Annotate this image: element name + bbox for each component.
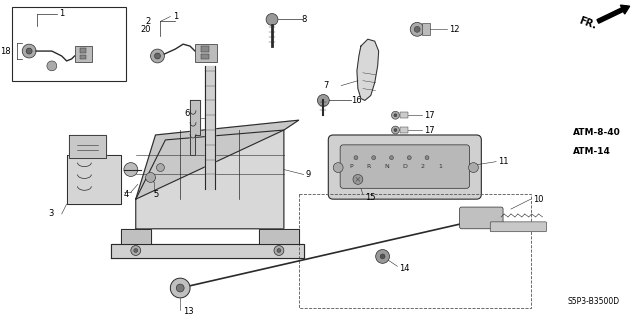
Text: FR.: FR. — [577, 16, 598, 31]
Text: 9: 9 — [305, 170, 311, 179]
Circle shape — [317, 94, 330, 106]
Text: 17: 17 — [424, 126, 435, 135]
Circle shape — [170, 278, 190, 298]
Circle shape — [407, 156, 412, 160]
Text: 15: 15 — [365, 193, 375, 202]
Bar — [201, 54, 209, 59]
Circle shape — [354, 156, 358, 160]
Text: 2: 2 — [145, 17, 150, 26]
Polygon shape — [111, 244, 303, 258]
Polygon shape — [121, 229, 150, 244]
Circle shape — [394, 129, 397, 131]
Circle shape — [380, 254, 385, 259]
Circle shape — [394, 114, 397, 117]
Text: 17: 17 — [424, 111, 435, 120]
Circle shape — [468, 163, 478, 173]
Bar — [81, 48, 86, 53]
Text: D: D — [402, 164, 407, 169]
Text: 10: 10 — [532, 195, 543, 204]
Circle shape — [22, 44, 36, 58]
Text: 14: 14 — [399, 264, 410, 273]
Polygon shape — [190, 100, 200, 155]
Circle shape — [376, 249, 390, 263]
Circle shape — [157, 164, 164, 172]
Text: 2: 2 — [420, 164, 424, 169]
Polygon shape — [136, 130, 284, 229]
Circle shape — [150, 49, 164, 63]
Circle shape — [425, 156, 429, 160]
Text: 3: 3 — [49, 210, 54, 219]
Circle shape — [146, 173, 156, 182]
Circle shape — [124, 163, 138, 176]
Text: ATM-14: ATM-14 — [573, 147, 611, 156]
Circle shape — [274, 246, 284, 256]
Polygon shape — [357, 39, 379, 100]
Bar — [299, 194, 531, 308]
Circle shape — [392, 111, 399, 119]
FancyBboxPatch shape — [460, 207, 503, 229]
Text: 1: 1 — [438, 164, 442, 169]
Text: 6: 6 — [185, 109, 190, 118]
Circle shape — [26, 48, 32, 54]
Circle shape — [176, 284, 184, 292]
Circle shape — [414, 26, 420, 32]
Polygon shape — [259, 229, 299, 244]
Bar — [401, 127, 408, 133]
Circle shape — [277, 249, 281, 252]
Text: P: P — [349, 164, 353, 169]
Text: 1: 1 — [173, 12, 179, 21]
Text: 12: 12 — [449, 25, 460, 34]
Circle shape — [333, 163, 343, 173]
Polygon shape — [68, 135, 106, 158]
Text: 7: 7 — [323, 81, 328, 90]
FancyBboxPatch shape — [328, 135, 481, 199]
Circle shape — [154, 53, 161, 59]
Polygon shape — [67, 155, 121, 204]
Bar — [401, 112, 408, 118]
Bar — [81, 55, 86, 59]
Text: N: N — [384, 164, 389, 169]
Circle shape — [372, 156, 376, 160]
Text: 16: 16 — [351, 96, 362, 105]
Bar — [195, 44, 217, 62]
FancyArrow shape — [597, 5, 630, 23]
Text: 13: 13 — [183, 307, 194, 316]
Bar — [422, 23, 430, 35]
Text: 11: 11 — [498, 157, 509, 166]
Polygon shape — [136, 120, 299, 199]
Text: 20: 20 — [140, 25, 150, 34]
Circle shape — [392, 126, 399, 134]
FancyBboxPatch shape — [490, 222, 547, 232]
Polygon shape — [205, 66, 215, 189]
Text: 1: 1 — [59, 9, 64, 18]
Bar — [201, 46, 209, 52]
Circle shape — [390, 156, 394, 160]
Circle shape — [353, 174, 363, 184]
Circle shape — [134, 249, 138, 252]
Circle shape — [266, 13, 278, 26]
Bar — [12, 7, 126, 81]
Text: 5: 5 — [154, 190, 159, 199]
FancyBboxPatch shape — [340, 145, 470, 188]
Text: 18: 18 — [0, 47, 10, 56]
Text: 8: 8 — [301, 15, 307, 24]
Circle shape — [410, 22, 424, 36]
Text: 4: 4 — [124, 190, 129, 199]
Text: R: R — [367, 164, 371, 169]
Text: ATM-8-40: ATM-8-40 — [573, 128, 621, 137]
Bar — [74, 46, 92, 62]
Text: S5P3-B3500D: S5P3-B3500D — [568, 297, 620, 306]
Circle shape — [47, 61, 57, 71]
Circle shape — [131, 246, 141, 256]
